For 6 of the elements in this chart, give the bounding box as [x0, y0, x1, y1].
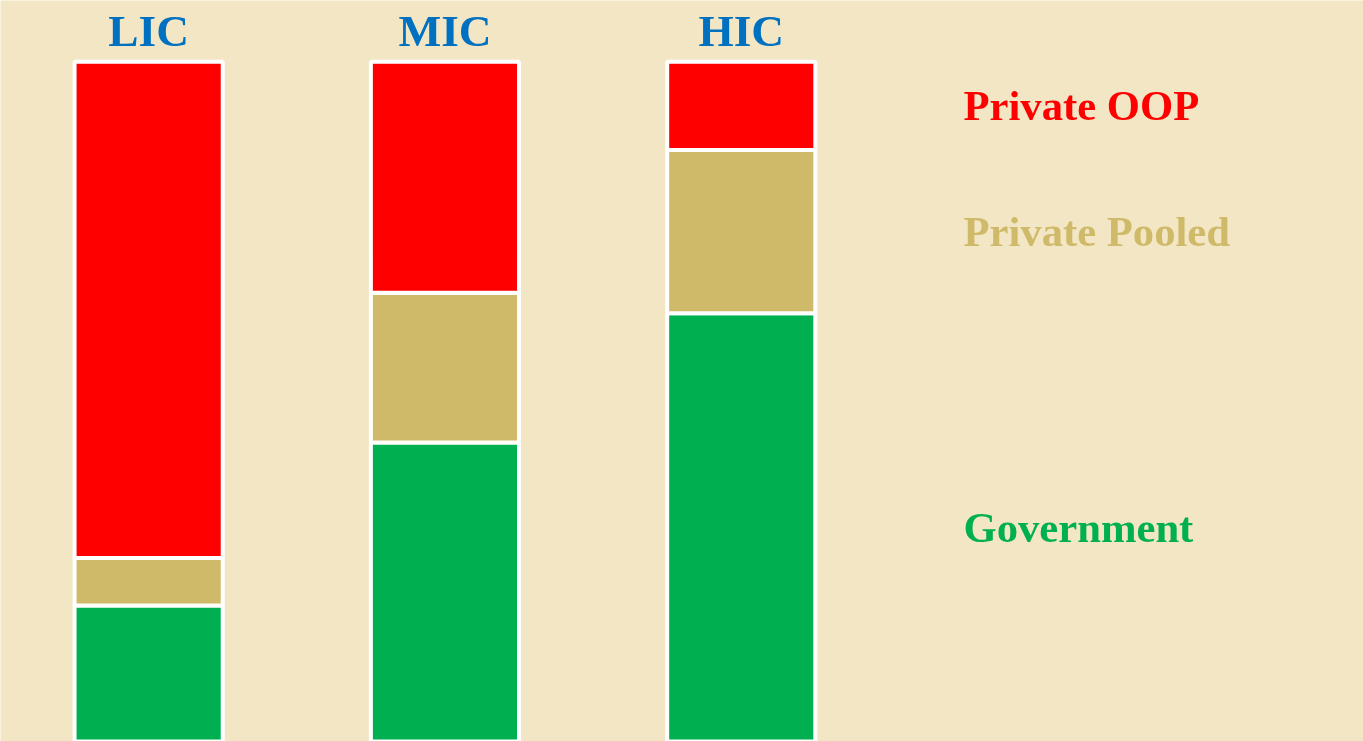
x-tick-label: HIC: [698, 6, 785, 57]
text: Private Pooled: [963, 208, 1231, 256]
text: Private OOP: [963, 82, 1200, 130]
x-tick-label: LIC: [108, 6, 189, 57]
text: Government: [963, 503, 1195, 551]
x-tick-label: MIC: [398, 6, 492, 57]
